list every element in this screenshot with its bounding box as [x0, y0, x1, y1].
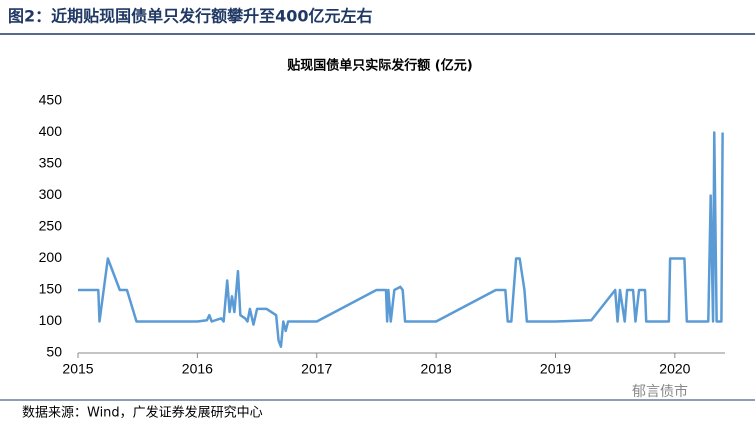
chart-title: 贴现国债单只实际发行额 (亿元)	[287, 58, 472, 74]
y-tick-label: 450	[39, 92, 63, 108]
y-tick-label: 350	[39, 155, 63, 171]
y-tick-label: 250	[39, 218, 63, 234]
x-tick-label: 2015	[62, 361, 93, 377]
source-note: 数据来源：Wind，广发证券发展研究中心	[22, 405, 263, 421]
x-tick-label: 2017	[301, 361, 332, 377]
x-tick-label: 2019	[540, 361, 571, 377]
y-tick-label: 100	[39, 312, 63, 328]
y-tick-label: 150	[39, 281, 63, 297]
data-line	[78, 131, 724, 348]
x-tick-label: 2018	[421, 361, 452, 377]
watermark: 郁言债市	[632, 383, 688, 400]
x-tick-label: 2020	[659, 361, 690, 377]
y-tick-label: 400	[39, 123, 63, 139]
y-tick-label: 200	[39, 249, 63, 265]
page-title: 图2：近期贴现国债单只发行额攀升至400亿元左右	[8, 7, 373, 26]
y-tick-label: 50	[46, 344, 62, 360]
x-tick-label: 2016	[182, 361, 213, 377]
y-tick-label: 300	[39, 186, 63, 202]
